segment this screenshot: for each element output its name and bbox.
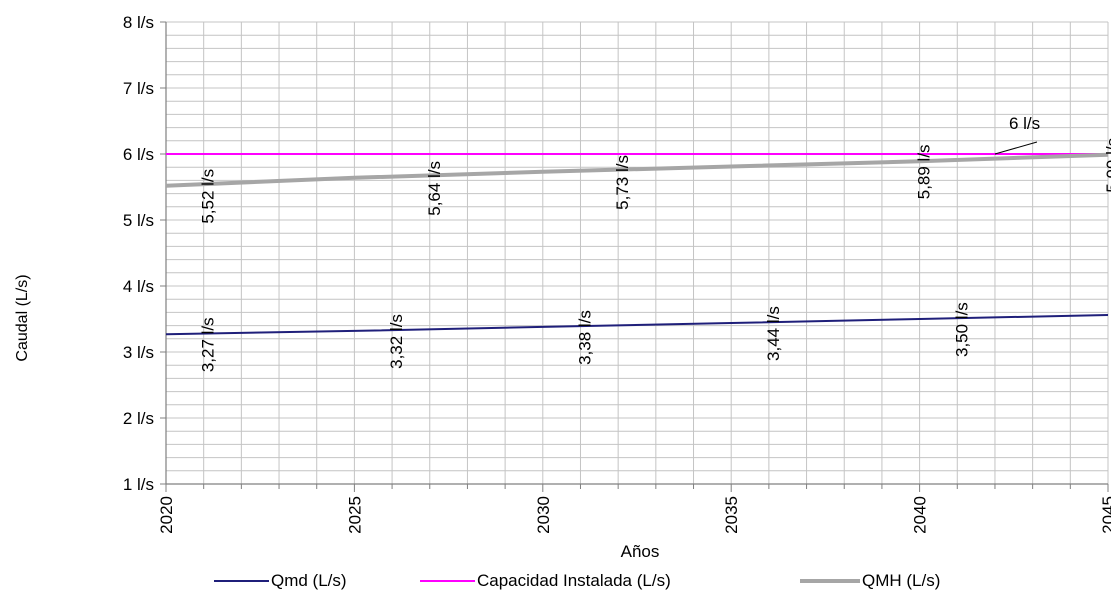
data-label: 5,99 l/s bbox=[1103, 138, 1111, 193]
grid bbox=[165, 21, 1109, 485]
legend-label: QMH (L/s) bbox=[862, 571, 940, 590]
y-axis-label: Caudal (L/s) bbox=[14, 274, 31, 361]
y-tick-label: 1 l/s bbox=[123, 475, 154, 494]
data-label: 3,50 l/s bbox=[952, 302, 971, 357]
data-label: 3,32 l/s bbox=[387, 314, 406, 369]
annotation-leader-line bbox=[994, 141, 1038, 155]
y-tick-label: 3 l/s bbox=[123, 343, 154, 362]
annotation-label: 6 l/s bbox=[1009, 114, 1040, 133]
data-label: 5,52 l/s bbox=[199, 169, 218, 224]
x-tick-label: 2020 bbox=[157, 496, 176, 534]
axes bbox=[160, 21, 1109, 492]
series-lines bbox=[165, 152, 1109, 336]
data-label: 5,64 l/s bbox=[425, 161, 444, 216]
x-tick-label: 2030 bbox=[534, 496, 553, 534]
y-tick-label: 6 l/s bbox=[123, 145, 154, 164]
x-tick-label: 2040 bbox=[911, 496, 930, 534]
legend-label: Capacidad Instalada (L/s) bbox=[477, 571, 671, 590]
tick-labels: 1 l/s 2 l/s 3 l/s 4 l/s 5 l/s 6 l/s 7 l/s 8 l/s… bbox=[123, 13, 1111, 534]
y-tick-label: 2 l/s bbox=[123, 409, 154, 428]
legend: Qmd (L/s) Capacidad Instalada (L/s) QMH (L… bbox=[214, 571, 940, 590]
legend-label: Qmd (L/s) bbox=[271, 571, 347, 590]
x-tick-label: 2045 bbox=[1099, 496, 1111, 534]
x-axis-label: Años bbox=[621, 542, 660, 561]
series-line-0 bbox=[165, 314, 1109, 336]
data-label: 3,38 l/s bbox=[575, 310, 594, 365]
data-label: 3,27 l/s bbox=[199, 317, 218, 372]
x-tick-label: 2025 bbox=[345, 496, 364, 534]
y-tick-label: 4 l/s bbox=[123, 277, 154, 296]
data-label: 5,73 l/s bbox=[613, 155, 632, 210]
data-labels: 3,27 l/s 3,32 l/s 3,38 l/s 3,44 l/s 3,50 l/s… bbox=[199, 114, 1111, 372]
y-tick-label: 7 l/s bbox=[123, 79, 154, 98]
y-tick-label: 8 l/s bbox=[123, 13, 154, 32]
x-tick-label: 2035 bbox=[722, 496, 741, 534]
series-line-2 bbox=[165, 152, 1109, 188]
y-tick-label: 5 l/s bbox=[123, 211, 154, 230]
data-label: 5,89 l/s bbox=[915, 144, 934, 199]
data-label: 3,44 l/s bbox=[764, 306, 783, 361]
